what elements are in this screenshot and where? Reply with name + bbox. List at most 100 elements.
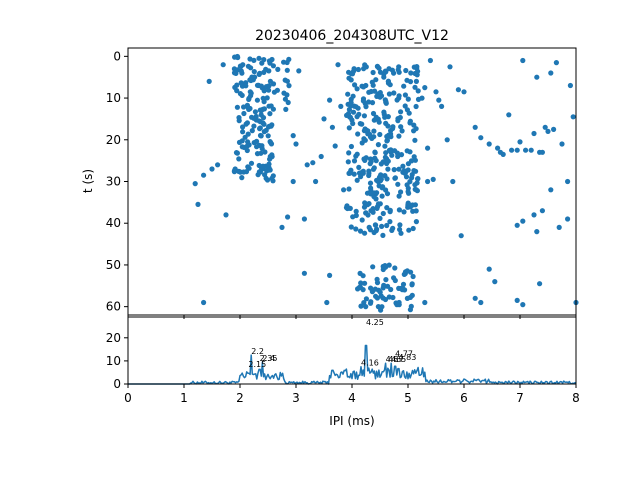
scatter-point <box>243 169 250 175</box>
scatter-point <box>528 147 534 153</box>
scatter-point <box>391 90 397 96</box>
scatter-point <box>359 121 365 127</box>
scatter-point <box>486 266 492 272</box>
scatter-y-tick-label: 20 <box>106 133 121 147</box>
scatter-point <box>492 279 498 285</box>
scatter-point <box>236 115 242 121</box>
scatter-point <box>254 97 260 103</box>
scatter-point <box>257 70 263 76</box>
scatter-point <box>265 133 271 139</box>
scatter-point <box>461 89 467 95</box>
scatter-point <box>329 124 335 130</box>
scatter-point <box>570 114 576 120</box>
scatter-point <box>241 110 247 117</box>
scatter-point <box>381 74 387 80</box>
scatter-point <box>332 143 338 149</box>
scatter-point <box>413 103 419 110</box>
scatter-point <box>372 222 378 228</box>
scatter-point <box>384 138 390 144</box>
scatter-point <box>293 141 299 147</box>
scatter-point <box>387 219 393 225</box>
histogram-x-tick-label: 5 <box>404 391 412 405</box>
scatter-point <box>383 100 389 106</box>
scatter-point <box>422 85 428 91</box>
histogram-x-tick-label: 7 <box>516 391 524 405</box>
scatter-point <box>350 68 357 74</box>
scatter-point <box>397 222 403 228</box>
scatter-point <box>245 139 251 145</box>
scatter-point <box>374 93 380 99</box>
scatter-point <box>396 166 402 172</box>
scatter-point <box>395 118 401 124</box>
scatter-point <box>350 214 356 220</box>
scatter-point <box>358 303 364 309</box>
histogram-x-tick-label: 2 <box>236 391 244 405</box>
scatter-point <box>523 147 529 153</box>
scatter-point <box>385 166 391 172</box>
scatter-point <box>290 178 296 185</box>
scatter-point <box>389 152 395 158</box>
scatter-point <box>410 273 416 280</box>
scatter-point <box>514 147 520 153</box>
scatter-point <box>553 60 560 66</box>
scatter-point <box>548 187 554 193</box>
scatter-point <box>255 172 261 178</box>
scatter-point <box>370 264 376 270</box>
scatter-point <box>367 131 373 137</box>
scatter-point <box>256 142 262 148</box>
scatter-point <box>520 57 526 64</box>
scatter-point <box>313 178 319 185</box>
scatter-point <box>234 82 240 88</box>
scatter-point <box>375 142 381 148</box>
scatter-point <box>401 83 407 89</box>
peak-annotation: 4.83 <box>399 353 417 362</box>
scatter-point <box>366 224 372 230</box>
histogram-x-ticks: 0 1 2 3 4 5 6 7 8 <box>124 384 580 405</box>
histogram-annotations: 2.2 2.152.352.4 4.25 4.16 4.64.654.74.774.83 <box>248 318 416 369</box>
scatter-point <box>384 222 390 229</box>
scatter-point <box>321 116 327 122</box>
histogram-x-tick-label: 8 <box>572 391 580 405</box>
scatter-point <box>369 100 376 106</box>
scatter-point <box>350 120 356 127</box>
scatter-point <box>500 151 506 157</box>
scatter-point <box>372 150 378 156</box>
scatter-point <box>248 160 255 166</box>
scatter-point <box>240 129 246 135</box>
scatter-point <box>269 122 275 128</box>
scatter-point <box>209 166 215 172</box>
scatter-point <box>395 181 401 187</box>
scatter-point <box>275 66 281 72</box>
scatter-point <box>548 70 554 76</box>
scatter-point <box>567 82 574 89</box>
scatter-point <box>257 132 264 139</box>
scatter-point <box>380 184 386 190</box>
scatter-point <box>384 133 390 140</box>
scatter-point <box>380 295 386 301</box>
scatter-point <box>413 208 419 214</box>
scatter-point <box>348 77 354 83</box>
scatter-point <box>261 69 267 75</box>
scatter-point <box>415 176 421 182</box>
scatter-point <box>261 57 267 63</box>
scatter-point <box>251 123 257 129</box>
scatter-point <box>415 88 421 94</box>
scatter-point <box>338 103 344 109</box>
scatter-point <box>249 114 255 120</box>
scatter-point <box>386 91 392 97</box>
scatter-point <box>362 126 368 132</box>
scatter-point <box>509 147 515 153</box>
scatter-point <box>539 149 546 155</box>
scatter-point <box>373 158 379 164</box>
scatter-point <box>413 219 419 225</box>
scatter-y-tick-label: 60 <box>106 300 121 314</box>
scatter-point <box>361 156 367 162</box>
scatter-point <box>408 70 414 76</box>
scatter-point <box>215 162 221 168</box>
scatter-point <box>409 292 415 298</box>
scatter-point <box>534 74 540 80</box>
scatter-point <box>356 111 362 117</box>
scatter-point <box>392 277 398 284</box>
scatter-point <box>365 212 371 218</box>
scatter-point <box>411 154 417 160</box>
